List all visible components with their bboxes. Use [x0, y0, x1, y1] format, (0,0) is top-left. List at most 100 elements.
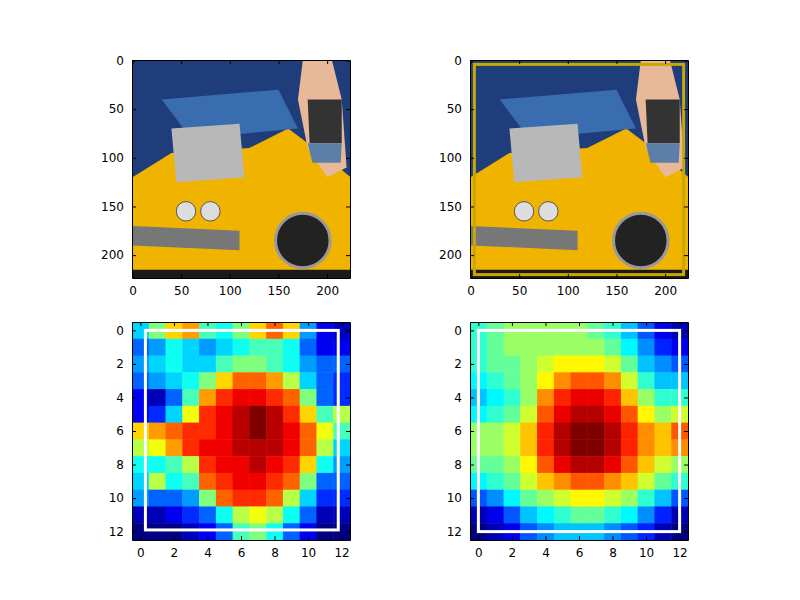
tick-label: 150	[439, 200, 462, 214]
tick-mark	[568, 274, 569, 278]
tick-mark	[140, 536, 141, 540]
heatmap-cell	[233, 372, 250, 389]
heatmap-cell	[283, 372, 300, 389]
tick	[230, 60, 231, 64]
tick-mark	[684, 431, 688, 432]
heatmap-cell	[537, 406, 554, 423]
tick-label: 100	[101, 151, 124, 165]
tick-mark	[132, 109, 136, 110]
tick-label: 4	[454, 391, 462, 405]
heatmap-cell	[587, 339, 604, 356]
photo-headlight	[201, 202, 220, 221]
heatmap-cell	[571, 339, 588, 356]
heatmap-cell	[283, 473, 300, 490]
tick-mark	[646, 322, 647, 326]
tick-mark	[665, 274, 666, 278]
tick-mark	[680, 322, 681, 326]
tick-mark	[470, 330, 474, 331]
heatmap-cell	[604, 339, 621, 356]
heatmap-cell	[216, 473, 233, 490]
heatmap-cell	[621, 506, 638, 523]
tick-mark	[132, 364, 136, 365]
tick-mark	[327, 60, 328, 64]
tick-mark	[545, 536, 546, 540]
tick: 2	[509, 536, 517, 560]
heatmap-cell	[266, 356, 283, 373]
heatmap-cell	[166, 456, 183, 473]
tick	[684, 465, 688, 466]
tick	[181, 60, 182, 64]
heatmap-cell	[316, 372, 333, 389]
axis-line	[471, 540, 689, 541]
heatmap-cell	[487, 356, 504, 373]
tick: 6	[116, 424, 136, 438]
photo-engine	[171, 124, 244, 182]
heatmap-cell	[316, 490, 333, 507]
figure: 0501001502000501001502000501001502000501…	[0, 0, 800, 600]
tick	[308, 322, 309, 326]
heatmap-cell	[654, 439, 671, 456]
tick-mark	[181, 60, 182, 64]
tick-label: 6	[116, 424, 124, 438]
heatmap-cell	[216, 490, 233, 507]
heatmap-cell	[300, 439, 317, 456]
tick: 0	[116, 324, 136, 338]
heatmap-cell	[537, 356, 554, 373]
tick-mark	[519, 60, 520, 64]
tick: 4	[116, 391, 136, 405]
tick-mark	[478, 536, 479, 540]
heatmap-cell	[149, 523, 166, 540]
tick-mark	[327, 274, 328, 278]
photo-bumper	[132, 226, 239, 250]
tick: 6	[238, 536, 246, 560]
heatmap-cell	[333, 490, 350, 507]
heatmap-cell	[199, 523, 216, 540]
heatmap-cell	[249, 456, 266, 473]
heatmap-cell	[587, 406, 604, 423]
heatmap-cell	[487, 456, 504, 473]
tick-mark	[230, 274, 231, 278]
heatmap-cell	[554, 372, 571, 389]
heatmap-cell	[537, 473, 554, 490]
tick-mark	[470, 255, 474, 256]
heatmap-cell	[487, 490, 504, 507]
heatmap-cell	[283, 456, 300, 473]
tick: 12	[109, 525, 136, 539]
heatmap-cell	[604, 490, 621, 507]
heatmap-cell	[520, 389, 537, 406]
tick	[241, 322, 242, 326]
tick	[684, 158, 688, 159]
heatmap-cell	[504, 490, 521, 507]
tick-label: 100	[219, 284, 242, 298]
tick: 50	[447, 102, 474, 116]
heatmap-cell	[182, 372, 199, 389]
plot-area	[132, 322, 350, 540]
heatmap-cell	[638, 389, 655, 406]
heatmap-cell	[316, 523, 333, 540]
heatmap-cell	[654, 372, 671, 389]
heatmap-cell	[604, 506, 621, 523]
tick-label: 10	[109, 491, 124, 505]
tick: 10	[301, 536, 316, 560]
tick: 12	[447, 525, 474, 539]
heatmap-cell	[333, 339, 350, 356]
bounding-box	[474, 64, 683, 274]
tick: 150	[439, 200, 474, 214]
tick: 12	[334, 536, 349, 560]
photo-shorts	[646, 143, 680, 162]
heatmap-cell	[182, 473, 199, 490]
tick	[684, 397, 688, 398]
photo-person	[636, 60, 685, 177]
tick-label: 0	[129, 284, 137, 298]
tick: 200	[316, 274, 339, 298]
bounding-box	[145, 330, 338, 530]
heatmap-cell	[621, 439, 638, 456]
x-axis-top	[133, 322, 351, 326]
heatmap-cell	[300, 406, 317, 423]
heatmap-cell	[216, 389, 233, 406]
heatmap-cell	[266, 523, 283, 540]
heatmap-cell	[604, 356, 621, 373]
tick-mark	[207, 322, 208, 326]
tick-label: 12	[447, 525, 462, 539]
heatmap-cell	[638, 506, 655, 523]
